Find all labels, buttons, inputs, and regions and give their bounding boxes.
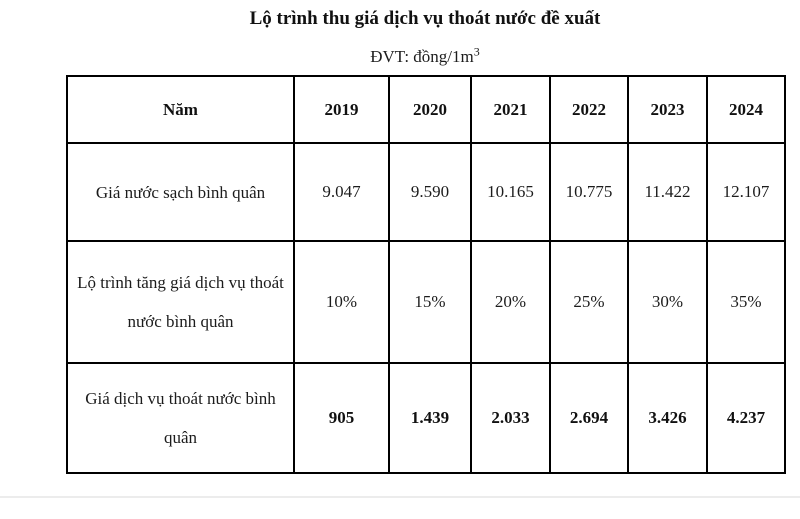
page-title: Lộ trình thu giá dịch vụ thoát nước đề x… <box>249 8 601 29</box>
value-cell: 905 <box>293 362 390 474</box>
header-cell-2023: 2023 <box>627 75 708 144</box>
pricing-table: Năm 2019 2020 2021 2022 2023 2024 Giá nư… <box>66 75 786 474</box>
table-row-price-increase-roadmap: Lộ trình tăng giá dịch vụ thoát nước bìn… <box>66 240 786 364</box>
unit-label-text: ĐVT: đồng/1m <box>370 47 474 66</box>
header-cell-2021: 2021 <box>470 75 551 144</box>
value-cell: 4.237 <box>706 362 786 474</box>
value-cell: 11.422 <box>627 142 708 242</box>
bottom-divider <box>0 496 800 498</box>
value-cell: 2.694 <box>549 362 629 474</box>
header-cell-2022: 2022 <box>549 75 629 144</box>
unit-label: ĐVT: đồng/1m3 <box>66 44 784 69</box>
row-label-cell: Giá dịch vụ thoát nước bình quân <box>66 362 295 474</box>
value-cell: 3.426 <box>627 362 708 474</box>
header-cell-year-label: Năm <box>66 75 295 144</box>
row-label-cell: Giá nước sạch bình quân <box>66 142 295 242</box>
value-cell: 9.047 <box>293 142 390 242</box>
value-cell: 10% <box>293 240 390 364</box>
table-row-drainage-service-price: Giá dịch vụ thoát nước bình quân 905 1.4… <box>66 362 786 474</box>
value-cell: 10.775 <box>549 142 629 242</box>
table-row-clean-water-price: Giá nước sạch bình quân 9.047 9.590 10.1… <box>66 142 786 242</box>
value-cell: 30% <box>627 240 708 364</box>
value-cell: 10.165 <box>470 142 551 242</box>
header-cell-2024: 2024 <box>706 75 786 144</box>
value-cell: 2.033 <box>470 362 551 474</box>
document-content: Lộ trình thu giá dịch vụ thoát nước đề x… <box>66 0 786 474</box>
header-cell-2019: 2019 <box>293 75 390 144</box>
header-cell-2020: 2020 <box>388 75 472 144</box>
value-cell: 1.439 <box>388 362 472 474</box>
value-cell: 20% <box>470 240 551 364</box>
row-label-cell: Lộ trình tăng giá dịch vụ thoát nước bìn… <box>66 240 295 364</box>
value-cell: 12.107 <box>706 142 786 242</box>
table-header-row: Năm 2019 2020 2021 2022 2023 2024 <box>66 75 786 144</box>
value-cell: 35% <box>706 240 786 364</box>
value-cell: 15% <box>388 240 472 364</box>
unit-label-superscript: 3 <box>473 44 480 59</box>
value-cell: 9.590 <box>388 142 472 242</box>
value-cell: 25% <box>549 240 629 364</box>
